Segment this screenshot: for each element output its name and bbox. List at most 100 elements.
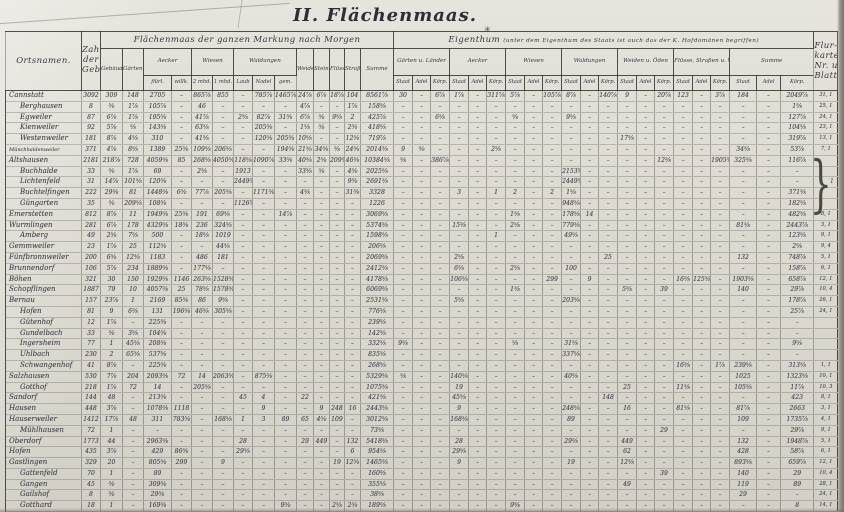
data-cell: – [654,166,674,178]
data-cell: – [673,144,693,156]
data-cell: 10384⅝ [359,155,394,167]
data-cell: 8 [81,489,101,502]
header-g2-weiden: Weiden u. Öden [617,48,675,76]
data-cell: – [673,457,693,469]
table-row: Gotthof 218 1⅞ 72 14–205⅝ – – – – – – – –1075⅝ – – –19–… [5,382,838,394]
data-cell: – [393,317,413,329]
data-cell: – [505,371,525,383]
data-cell: 29⅝ [561,436,581,448]
data-cell: – [329,479,345,491]
data-cell: – [524,382,543,394]
data-cell: – [344,328,361,340]
data-cell: 1903⅝ [729,274,757,286]
data-cell: 177⅝ [191,263,213,275]
table-row: Schwangenhof 41 8⅞ –225⅝ – – – – – – – – – –268⅝ – – – – –… [5,360,838,372]
data-cell: 140⅞ [598,90,618,102]
data-cell: 118⅝ [233,155,253,167]
data-cell: – [710,306,730,318]
data-cell: – [729,198,757,210]
data-cell: – [756,198,781,210]
place-name-cell: Lichtenfeld [5,176,82,189]
data-cell: – [344,209,361,221]
data-cell: – [756,328,781,340]
data-cell: – [430,306,450,318]
data-cell: – [252,176,275,189]
data-cell: 39 [654,284,674,297]
data-cell: – [524,414,543,426]
data-cell: – [468,328,487,340]
data-cell: 39 [654,468,674,480]
data-cell: – [468,101,487,113]
data-cell: 2014⅝ [359,144,394,156]
data-cell: – [430,241,450,253]
data-cell: 236 [191,220,213,232]
data-cell: – [692,230,711,243]
data-cell: – [756,133,781,145]
data-cell: – [233,468,253,480]
place-name-cell: Gailshof [5,489,82,502]
data-cell: – [729,295,757,307]
data-cell: – [710,392,730,405]
table-row: Emerstetten 812 8⅞ 11 1949⅝ 25⅝ 191 69⅝ – –14⅞ – – –… [5,209,838,221]
data-cell: – [505,392,525,405]
data-cell: 132 [729,436,757,448]
data-cell: – [296,328,314,340]
data-cell: – [505,349,525,361]
data-cell: 40⅝ [296,155,314,167]
data-cell: 1 [486,187,506,199]
data-cell: – [191,198,213,210]
data-cell: 429 [143,446,172,459]
data-cell: – [468,295,487,307]
data-cell: – [617,155,637,167]
data-cell: – [692,457,711,469]
data-cell: – [412,349,431,361]
data-cell: 45 [233,392,253,405]
data-cell: 321 [81,274,101,286]
data-cell: 17⅞ [100,414,123,426]
data-cell: – [191,403,213,415]
data-cell: – [598,112,618,124]
data-cell: – [171,198,192,210]
data-cell: 1183 [143,252,172,264]
data-cell: – [780,349,814,361]
data-cell: – [542,468,562,480]
data-cell: – [468,489,487,502]
data-cell: – [756,468,781,480]
data-cell: – [212,468,234,480]
data-cell: – [692,101,711,113]
data-cell: 6⅝ [100,252,123,264]
ref-cell: 13, 1 [813,133,838,145]
data-cell: 182⅝ [780,198,814,210]
data-cell: – [710,371,730,383]
data-cell: – [296,252,314,264]
ref-cell [813,155,838,167]
data-cell: 1⅝ [780,101,814,113]
data-cell: – [756,446,781,459]
place-name-cell: Ingersheim [5,338,82,351]
data-cell: – [561,392,581,405]
data-cell: – [505,414,525,426]
data-cell: – [486,360,506,372]
data-cell: – [524,468,543,480]
data-cell: – [636,338,655,351]
data-cell: – [542,360,562,372]
data-cell: – [296,360,314,372]
data-cell: – [122,489,144,502]
data-cell: 9⅝ [212,295,234,307]
data-cell: – [313,252,330,264]
data-cell: – [274,252,297,264]
data-cell: – [505,166,525,178]
data-cell: 140⅝ [449,371,469,383]
data-cell: – [486,166,506,178]
data-cell: 31⅝ [344,187,361,199]
data-cell: – [430,446,450,459]
data-cell: 1⅝ [505,209,525,221]
data-cell: 948⅝ [561,198,581,210]
data-cell: – [617,198,637,210]
data-cell: 1146 [171,274,192,286]
data-cell: 1⅝ [561,187,581,199]
data-cell: – [313,328,330,340]
data-cell: – [212,403,234,415]
data-cell: – [710,468,730,480]
